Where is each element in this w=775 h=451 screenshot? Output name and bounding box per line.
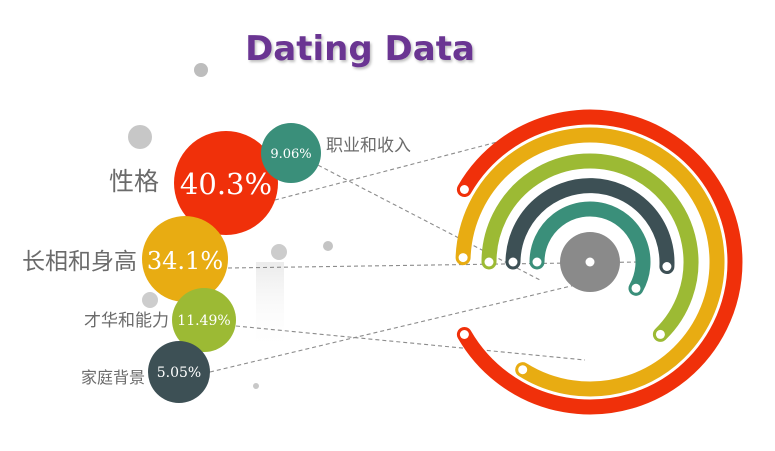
ring-endpoint-looks-end (518, 365, 528, 375)
decor-dot (128, 125, 152, 149)
ring-endpoint-talent-start (484, 257, 494, 267)
ring-talent (481, 153, 699, 342)
category-label-looks: 长相和身高 (22, 249, 137, 275)
decor-dot (323, 241, 333, 251)
bubble-family (148, 341, 210, 403)
ring-center-dot (585, 257, 595, 267)
connector-line (235, 325, 586, 361)
ring-endpoint-looks-start (458, 253, 468, 263)
decor-dot (142, 292, 158, 308)
decor-dot (194, 63, 208, 77)
ring-endpoint-family-start (508, 257, 518, 267)
category-label-career: 职业和收入 (326, 136, 411, 156)
category-label-personality: 性格 (109, 167, 159, 196)
ring-endpoint-personality-end (459, 330, 469, 339)
bubble-series-talent: 11.49% 才华和能力 (84, 288, 236, 352)
bubble-label-talent: 11.49% (177, 313, 230, 329)
ring-endpoint-career-start (532, 257, 542, 267)
decorative-dots (128, 63, 333, 389)
ring-personality (456, 109, 743, 415)
ring-endpoint-talent-end (655, 329, 665, 339)
bubble-series-career: 9.06% 职业和收入 (261, 123, 411, 183)
bubble-label-family: 5.05% (157, 365, 201, 381)
decor-dot (271, 244, 287, 260)
bubble-career (261, 123, 321, 183)
connector-line (311, 161, 541, 281)
bubble-label-personality: 40.3% (180, 167, 272, 201)
bubble-series-looks: 34.1% 长相和身高 (22, 216, 228, 302)
decor-dot (253, 383, 259, 389)
ring-looks (455, 127, 725, 397)
bubble-series-family: 5.05% 家庭背景 (81, 341, 210, 403)
category-label-family: 家庭背景 (81, 368, 145, 387)
bubble-personality (174, 131, 278, 235)
bubble-looks (142, 216, 228, 302)
ring-endpoint-personality-start (459, 185, 469, 194)
bubble-label-career: 9.06% (270, 147, 311, 162)
ring-group (455, 109, 743, 415)
ring-career (529, 201, 651, 296)
chart-title: Dating Data (245, 29, 475, 69)
connector-line (209, 281, 589, 373)
ring-endpoint-family-end (662, 262, 672, 271)
shadow-backdrop (256, 262, 284, 352)
ring-endpoint-career-end (631, 283, 641, 293)
connector-line (274, 133, 529, 201)
category-label-talent: 才华和能力 (84, 311, 169, 331)
ring-family (505, 178, 675, 274)
bubble-label-looks: 34.1% (147, 247, 223, 275)
bubble-series-personality: 40.3% 性格 (109, 131, 278, 235)
bubble-talent (172, 288, 236, 352)
